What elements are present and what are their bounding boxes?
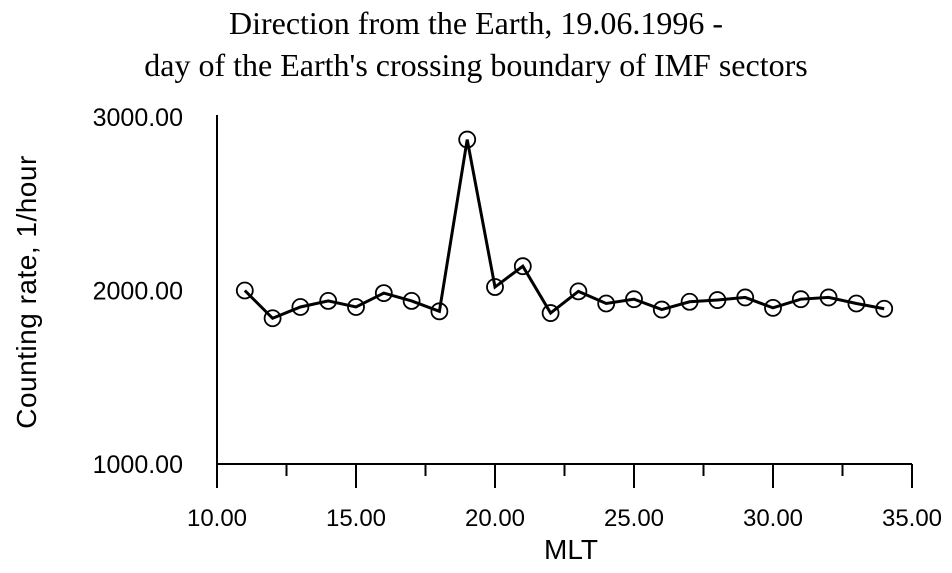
- x-tick-label: 20.00: [465, 505, 525, 532]
- data-point-marker: [791, 290, 810, 309]
- data-point-marker: [263, 309, 282, 328]
- data-point-marker: [708, 291, 727, 309]
- data-point-marker: [374, 284, 393, 303]
- data-point-marker: [569, 282, 588, 301]
- x-tick-label: 35.00: [882, 505, 942, 532]
- data-point-marker: [652, 300, 671, 319]
- x-tick-label: 10.00: [187, 505, 247, 532]
- data-point-marker: [597, 294, 616, 313]
- chart-title-line-2: day of the Earth's crossing boundary of …: [144, 47, 808, 84]
- y-tick-label: 1000.00: [93, 451, 183, 479]
- chart-title: Direction from the Earth, 19.06.1996 - d…: [0, 2, 952, 86]
- data-point-marker: [875, 299, 894, 318]
- data-point-marker: [430, 302, 449, 321]
- x-tick-label: 15.00: [326, 505, 386, 532]
- y-tick-label: 2000.00: [93, 278, 183, 306]
- x-tick-label: 30.00: [743, 505, 803, 532]
- data-point-marker: [736, 288, 755, 307]
- x-tick-label: 25.00: [604, 505, 664, 532]
- data-point-marker: [680, 292, 699, 311]
- data-point-marker: [764, 298, 782, 317]
- data-point-marker: [625, 290, 643, 309]
- data-point-marker: [291, 298, 310, 316]
- data-point-marker: [513, 257, 532, 276]
- chart-title-line-1: Direction from the Earth, 19.06.1996 -: [228, 5, 724, 41]
- series-line: [243, 139, 885, 321]
- y-tick-label: 3000.00: [93, 104, 183, 132]
- data-point-marker: [458, 130, 477, 149]
- data-point-marker: [402, 292, 421, 310]
- data-point-marker: [819, 288, 838, 307]
- data-point-marker: [541, 304, 560, 322]
- x-axis-title: MLT: [544, 534, 598, 565]
- data-point-marker: [235, 281, 254, 300]
- data-point-marker: [847, 294, 866, 313]
- data-point-marker: [486, 278, 504, 296]
- data-point-marker: [347, 298, 365, 316]
- data-point-marker: [319, 292, 338, 310]
